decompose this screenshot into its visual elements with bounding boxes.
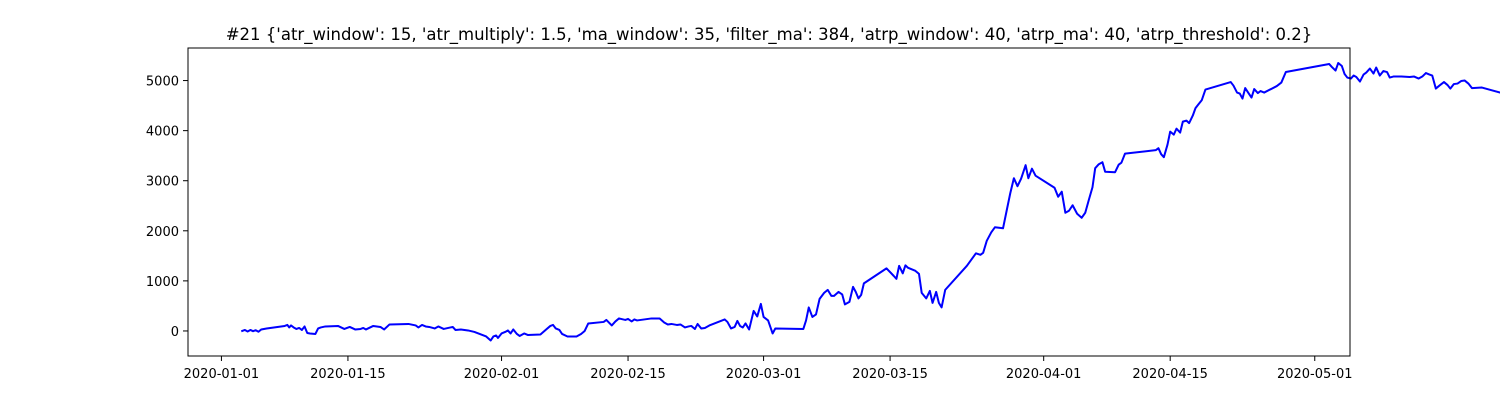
y-axis: 0 1000 2000 3000 4000 5000: [146, 75, 188, 340]
x-tick-label: 2020-02-15: [590, 367, 666, 382]
x-tick-label: 2020-01-01: [184, 367, 260, 382]
x-tick-label: 2020-05-01: [1277, 367, 1353, 382]
x-tick-label: 2020-04-15: [1132, 367, 1208, 382]
x-tick-label: 2020-04-01: [1006, 367, 1082, 382]
y-tick-label: 4000: [146, 125, 179, 140]
y-tick-label: 5000: [146, 75, 179, 90]
x-axis: 2020-01-01 2020-01-15 2020-02-01 2020-02-15…: [184, 356, 1353, 382]
x-tick-label: 2020-02-01: [464, 367, 540, 382]
y-tick-label: 0: [171, 325, 179, 340]
plot-area-frame: [187, 47, 1351, 357]
equity-series-line: [240, 62, 1500, 342]
y-tick-label: 1000: [146, 275, 179, 290]
y-tick-label: 2000: [146, 225, 179, 240]
y-tick-label: 3000: [146, 175, 179, 190]
x-tick-label: 2020-03-01: [726, 367, 802, 382]
chart-title: #21 {'atr_window': 15, 'atr_multiply': 1…: [226, 25, 1313, 45]
x-tick-label: 2020-03-15: [852, 367, 928, 382]
x-tick-label: 2020-01-15: [310, 367, 386, 382]
